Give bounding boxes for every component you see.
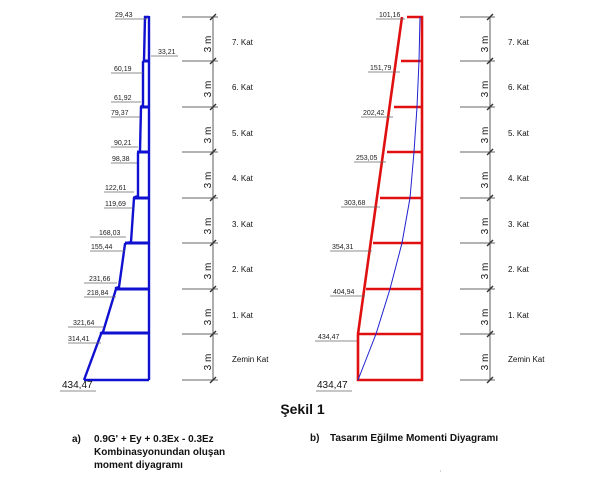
story-height-b-8: 3 m <box>480 354 491 371</box>
caption-a: a) 0.9G' + Ey + 0.3Ex - 0.3Ez Kombinasyon… <box>72 433 225 472</box>
value-b-8: 434,47 <box>318 334 340 341</box>
floor-label-b-5: 5. Kat <box>508 129 530 138</box>
value-leaders-b <box>315 18 405 392</box>
floor-label-b-3: 3. Kat <box>508 220 530 229</box>
value-a-8: 122,61 <box>105 185 127 192</box>
value-a-3: 60,19 <box>114 66 132 73</box>
story-height-b-3: 3 m <box>480 127 491 144</box>
story-height-a-5: 3 m <box>203 218 214 235</box>
value-b-1: 101,16 <box>379 12 401 19</box>
floor-label-a-6: 6. Kat <box>232 83 254 92</box>
story-height-a-1: 3 m <box>203 36 214 53</box>
floor-label-b-2: 2. Kat <box>508 265 530 274</box>
story-height-b-4: 3 m <box>480 172 491 189</box>
value-a-12: 231,66 <box>89 276 111 283</box>
floor-label-b-1: 1. Kat <box>508 311 530 320</box>
inner-curve-b <box>357 16 421 381</box>
caption-b-text: Tasarım Eğilme Momenti Diyagramı <box>330 433 499 444</box>
floor-label-a-1: 1. Kat <box>232 311 254 320</box>
value-a-15: 314,41 <box>68 336 90 343</box>
story-height-a-2: 3 m <box>203 81 214 98</box>
value-b-6: 354,31 <box>332 244 354 251</box>
floor-label-b-0: Zemin Kat <box>508 355 545 364</box>
floor-label-a-3: 3. Kat <box>232 220 254 229</box>
value-a-11: 155,44 <box>91 244 113 251</box>
value-a-5: 79,37 <box>111 110 129 117</box>
value-a-6: 90,21 <box>114 140 132 147</box>
moment-diagram-a <box>82 15 151 382</box>
floor-label-a-2: 2. Kat <box>232 265 254 274</box>
value-a-2: 33,21 <box>158 49 176 56</box>
story-height-a-8: 3 m <box>203 354 214 371</box>
caption-b: b) Tasarım Eğilme Momenti Diyagramı <box>310 433 498 444</box>
floor-label-a-7: 7. Kat <box>232 38 254 47</box>
floor-label-a-0: Zemin Kat <box>232 355 269 364</box>
value-a-9: 119,69 <box>105 201 126 208</box>
story-height-b-5: 3 m <box>480 218 491 235</box>
story-height-a-4: 3 m <box>203 172 214 189</box>
base-value-b: 434,47 <box>317 380 348 391</box>
caption-a-label: a) <box>72 434 81 445</box>
story-height-b-7: 3 m <box>480 309 491 326</box>
base-value-a: 434,47 <box>62 380 93 391</box>
floor-label-a-5: 5. Kat <box>232 129 254 138</box>
dimension-ticks-a <box>209 13 217 384</box>
story-height-a-7: 3 m <box>203 309 214 326</box>
value-leaders-a <box>60 18 178 392</box>
value-a-1: 29,43 <box>115 12 133 19</box>
value-a-13: 218,84 <box>87 290 109 297</box>
caption-a-line-1: 0.9G' + Ey + 0.3Ex - 0.3Ez <box>94 434 214 445</box>
story-height-b-2: 3 m <box>480 81 491 98</box>
story-height-a-3: 3 m <box>203 127 214 144</box>
value-a-7: 98,38 <box>112 156 130 163</box>
value-a-14: 321,64 <box>73 320 95 327</box>
caption-b-label: b) <box>310 433 320 444</box>
caption-a-line-2: Kombinasyonundan oluşan <box>94 447 226 458</box>
floor-label-b-7: 7. Kat <box>508 38 530 47</box>
story-height-b-1: 3 m <box>480 36 491 53</box>
stray-mark: ı <box>440 468 442 473</box>
value-b-2: 151,79 <box>370 65 392 72</box>
dimension-ticks-b <box>486 13 494 384</box>
value-b-7: 404,94 <box>333 289 355 296</box>
floor-label-b-6: 6. Kat <box>508 83 530 92</box>
story-height-a-6: 3 m <box>203 263 214 280</box>
figure-title: Şekil 1 <box>280 401 325 417</box>
floor-label-b-4: 4. Kat <box>508 174 530 183</box>
value-a-10: 168,03 <box>99 230 121 237</box>
floor-label-a-4: 4. Kat <box>232 174 254 183</box>
story-height-b-6: 3 m <box>480 263 491 280</box>
value-a-4: 61,92 <box>114 95 132 102</box>
value-b-5: 303,68 <box>344 200 366 207</box>
caption-a-line-3: moment diyagramı <box>94 460 183 471</box>
value-b-3: 202,42 <box>363 110 385 117</box>
value-b-4: 253,05 <box>356 155 378 162</box>
